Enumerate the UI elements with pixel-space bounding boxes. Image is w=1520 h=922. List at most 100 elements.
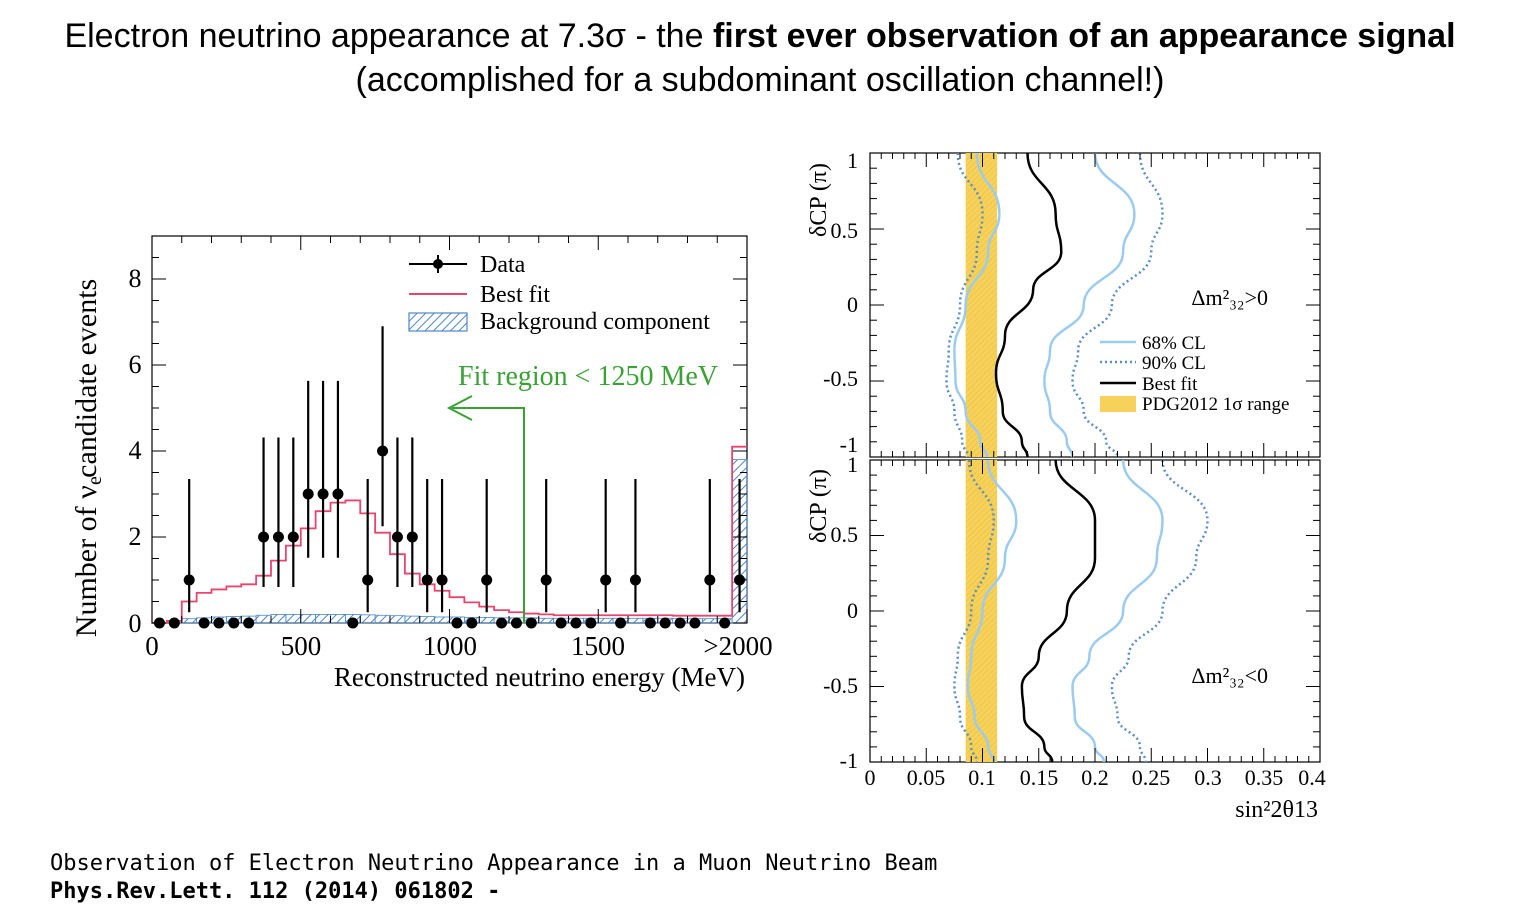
- title-bold: first ever observation of an appearance …: [712, 17, 1456, 55]
- x-tick-label: 500: [281, 631, 322, 661]
- y-axis-label: Number of ν candidate events: [70, 279, 103, 637]
- data-point: [362, 574, 374, 586]
- data-point: [629, 574, 641, 586]
- histogram-legend: Data Best fit Background component: [408, 252, 710, 335]
- data-point: [377, 445, 389, 457]
- x-tick-label: 0: [145, 631, 159, 661]
- histogram-chart: 0 2 4 6 8 0 500 1000 1500 >2000 Reconstr…: [70, 235, 773, 692]
- background-bar: [285, 614, 302, 624]
- x-tick-label: 0.3: [1194, 765, 1222, 790]
- caption-reference: Phys.Rev.Lett. 112 (2014) 061802 -: [50, 879, 501, 904]
- x-tick-label: 0.25: [1132, 765, 1171, 790]
- background-bar: [627, 617, 644, 624]
- data-point: [347, 617, 359, 629]
- cl68-curve: [966, 459, 1018, 763]
- background-bar: [434, 616, 450, 624]
- cl68-curve: [1071, 459, 1164, 763]
- title-plain: Electron neutrino appearance at 7.3σ - t…: [64, 17, 713, 55]
- legend-label: Background component: [480, 309, 710, 335]
- legend-label: 68% CL: [1142, 333, 1206, 354]
- contour-ticks: [869, 152, 1321, 763]
- upper-y-tick: 0: [847, 292, 858, 317]
- data-point: [258, 531, 270, 543]
- background-bar: [315, 614, 331, 624]
- upper-panel-curves: [945, 152, 1164, 458]
- data-point: [674, 617, 686, 629]
- data-point: [659, 617, 671, 629]
- data-point: [183, 574, 195, 586]
- background-bar: [701, 618, 718, 624]
- caption-paper-title: Observation of Electron Neutrino Appeara…: [50, 851, 938, 876]
- upper-y-tick: -1: [840, 432, 858, 457]
- data-point: [644, 617, 656, 629]
- y-tick-label: 8: [129, 264, 142, 293]
- background-component: [166, 459, 748, 624]
- x-tick-label: >2000: [703, 631, 772, 661]
- data-point: [540, 574, 552, 586]
- lower-panel-curves: [953, 459, 1209, 763]
- data-point: [272, 531, 284, 543]
- background-bar: [389, 615, 406, 624]
- data-point: [719, 617, 731, 629]
- fit-region-annotation: Fit region < 1250 MeV: [458, 361, 718, 392]
- data-point: [421, 574, 433, 586]
- cl90-curve: [1110, 459, 1209, 763]
- data-point: [287, 531, 299, 543]
- background-bar: [255, 614, 272, 624]
- data-point: [332, 488, 344, 500]
- x-tick-labels: 0 0.05 0.1 0.15 0.2 0.25 0.3 0.35 0.4: [865, 765, 1326, 790]
- cl68-curve: [953, 152, 1001, 458]
- x-tick-label: 0: [865, 765, 876, 790]
- data-point: [451, 617, 463, 629]
- y-tick-label: 4: [129, 436, 142, 465]
- best-fit-curve: [1020, 459, 1097, 763]
- x-tick-label: 1500: [571, 631, 625, 661]
- lower-panel-label: Δm²₃₂<0: [1191, 663, 1268, 688]
- data-point: [615, 617, 627, 629]
- background-bar: [330, 614, 346, 624]
- best-fit-histogram: [152, 445, 747, 624]
- histogram-ticks: [151, 235, 748, 624]
- data-point: [525, 617, 537, 629]
- data-point: [555, 617, 567, 629]
- x-axis-label: Reconstructed neutrino energy (MeV): [334, 662, 745, 692]
- data-point: [406, 531, 418, 543]
- upper-y-axis-label: δCP (π): [806, 163, 832, 237]
- best-fit-curve: [994, 152, 1063, 458]
- cl90-curve: [945, 152, 984, 458]
- lower-y-tick: 0.5: [831, 522, 859, 547]
- y-axis-label-main: Number of ν candidate events: [70, 279, 103, 637]
- slide-caption: Observation of Electron Neutrino Appeara…: [50, 850, 937, 906]
- data-point: [689, 617, 701, 629]
- contour-panels: 1 0.5 0 -0.5 -1 1 0.5 0 -0.5 -1 0 0.05 0…: [806, 148, 1326, 823]
- pdg-band: [965, 153, 998, 457]
- y-tick-label: 6: [129, 350, 142, 379]
- data-point: [734, 574, 746, 586]
- data-point: [317, 488, 329, 500]
- data-point: [243, 617, 255, 629]
- legend-label: 90% CL: [1142, 353, 1206, 374]
- y-tick-label: 0: [129, 609, 142, 638]
- lower-y-tick: -0.5: [823, 673, 858, 698]
- legend-label: PDG2012 1σ range: [1142, 394, 1289, 415]
- data-points: [153, 326, 746, 629]
- x-tick-label: 1000: [423, 631, 477, 661]
- x-tick-label: 0.4: [1298, 765, 1326, 790]
- x-tick-label: 0.35: [1245, 765, 1284, 790]
- contour-x-axis-label: sin²2θ13: [1235, 797, 1318, 823]
- cl68-curve: [1043, 152, 1136, 458]
- data-point: [466, 617, 478, 629]
- x-tick-label: 0.1: [968, 765, 996, 790]
- cl90-curve: [953, 459, 996, 763]
- lower-y-axis-label: δCP (π): [806, 469, 832, 543]
- background-bar: [374, 614, 391, 624]
- data-point: [391, 531, 403, 543]
- x-tick-label: 0.15: [1020, 765, 1059, 790]
- background-bar: [478, 617, 495, 624]
- legend-background-swatch: [408, 312, 468, 332]
- fit-region-arrow: [452, 407, 525, 623]
- background-bar: [359, 614, 376, 624]
- data-point: [510, 617, 522, 629]
- x-tick-label: 0.2: [1081, 765, 1109, 790]
